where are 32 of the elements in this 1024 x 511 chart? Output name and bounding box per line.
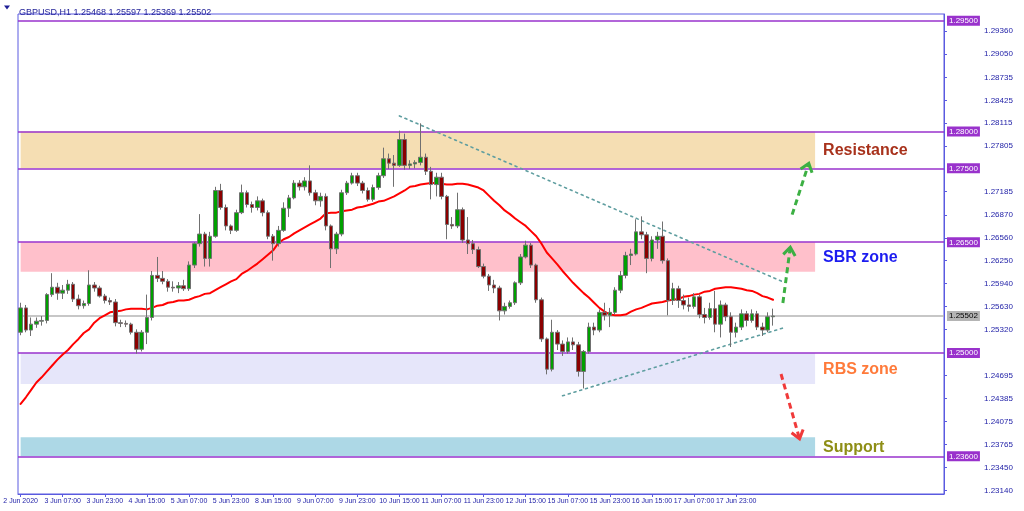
- y-tick-label: 1.25320: [984, 324, 1014, 334]
- y-tick-label: 1.28425: [984, 95, 1014, 105]
- y-tick-label: 1.24695: [984, 370, 1014, 380]
- y-tick-label: 1.27185: [984, 187, 1014, 197]
- ref-line-label: 1.25000: [949, 348, 979, 358]
- y-tick-label: 1.23765: [984, 439, 1014, 449]
- y-tick-label: 1.24075: [984, 416, 1014, 426]
- chart-title: GBPUSD,H1 1.25468 1.25597 1.25369 1.25502: [19, 6, 212, 17]
- band-label: RBS zone: [823, 359, 898, 377]
- band-label: Support: [823, 438, 886, 456]
- y-tick-label: 1.23140: [984, 485, 1014, 495]
- y-tick-label: 1.24385: [984, 393, 1014, 403]
- ref-line-label: 1.28000: [949, 126, 979, 136]
- y-tick-label: 1.28115: [984, 118, 1013, 128]
- ref-line-label: 1.27500: [949, 163, 979, 173]
- ref-line-label: 1.23600: [949, 451, 979, 461]
- y-tick-label: 1.28735: [984, 72, 1014, 82]
- line-series: [19, 182, 775, 405]
- band-label: Resistance: [823, 141, 908, 159]
- y-tick-label: 1.25630: [984, 301, 1014, 311]
- y-tick-label: 1.23450: [984, 462, 1014, 472]
- ref-line-label: 1.26500: [949, 237, 979, 247]
- y-tick-label: 1.26250: [984, 256, 1014, 266]
- y-tick-label: 1.25940: [984, 279, 1014, 289]
- y-tick-label: 1.26870: [984, 210, 1014, 220]
- band-label: SBR zone: [823, 248, 898, 266]
- y-tick-label: 1.29050: [984, 49, 1014, 59]
- ref-line-label: 1.25502: [949, 311, 979, 321]
- y-tick-label: 1.26560: [984, 233, 1014, 243]
- ref-line-label: 1.29500: [949, 16, 979, 26]
- y-tick-label: 1.29360: [984, 26, 1014, 36]
- y-tick-label: 1.27805: [984, 141, 1014, 151]
